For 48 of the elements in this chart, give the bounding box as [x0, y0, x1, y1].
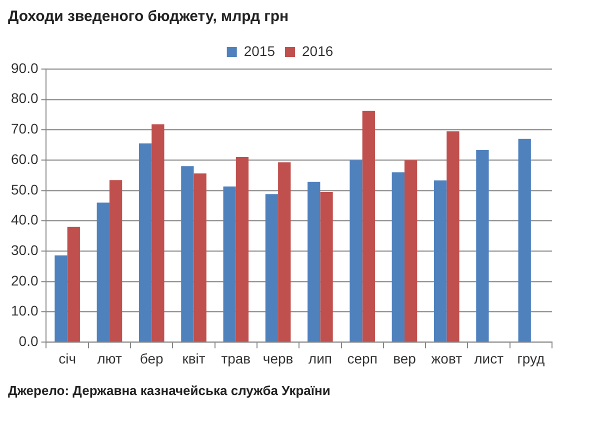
bar	[392, 172, 404, 342]
x-tick-label: лют	[97, 350, 122, 366]
y-tick-label: 80.0	[11, 90, 38, 106]
bar	[446, 131, 460, 342]
y-tick-label: 70.0	[11, 120, 38, 137]
bar	[54, 255, 68, 342]
legend-label: 2016	[302, 42, 334, 59]
chart-title: Доходи зведеного бюджету, млрд грн	[8, 8, 290, 25]
bar	[350, 160, 362, 342]
x-tick-label: жовт	[431, 350, 463, 366]
bar	[152, 124, 164, 342]
bar	[181, 166, 194, 342]
bar	[138, 143, 152, 342]
y-tick-label: 10.0	[11, 302, 38, 319]
x-tick-label: трав	[221, 350, 251, 366]
x-tick-label: груд	[517, 350, 545, 366]
bar	[404, 160, 418, 342]
y-tick-label: 40.0	[11, 212, 38, 228]
text: Джерело: Державна казначейська служба України	[8, 383, 332, 398]
bar	[194, 173, 206, 342]
x-tick-label: квіт	[182, 350, 206, 366]
bar	[362, 110, 375, 342]
x-tick-label: бер	[140, 350, 164, 366]
bar	[320, 192, 333, 342]
bar	[109, 180, 122, 342]
bar	[518, 138, 531, 342]
y-tick-label: 60.0	[11, 150, 38, 167]
y-tick-label: 20.0	[11, 272, 38, 288]
bar	[223, 186, 236, 342]
bar	[67, 226, 80, 342]
y-tick-label: 90.0	[11, 60, 38, 76]
bar	[278, 162, 291, 342]
x-tick-label: січ	[58, 350, 76, 366]
y-tick-label: 0.0	[18, 333, 38, 350]
x-tick-label: вер	[393, 350, 416, 366]
x-tick-label: серп	[347, 350, 378, 366]
bar	[96, 202, 110, 342]
x-tick-label: лист	[474, 350, 504, 366]
legend-label: 2015	[244, 42, 276, 59]
x-tick-label: лип	[308, 350, 332, 366]
bar	[476, 150, 489, 342]
y-tick-label: 50.0	[11, 181, 38, 198]
bar	[308, 182, 320, 342]
bar	[265, 194, 278, 342]
y-tick-label: 30.0	[11, 242, 38, 258]
x-tick-label: черв	[262, 350, 294, 366]
bar	[434, 180, 447, 342]
bar	[236, 157, 249, 342]
